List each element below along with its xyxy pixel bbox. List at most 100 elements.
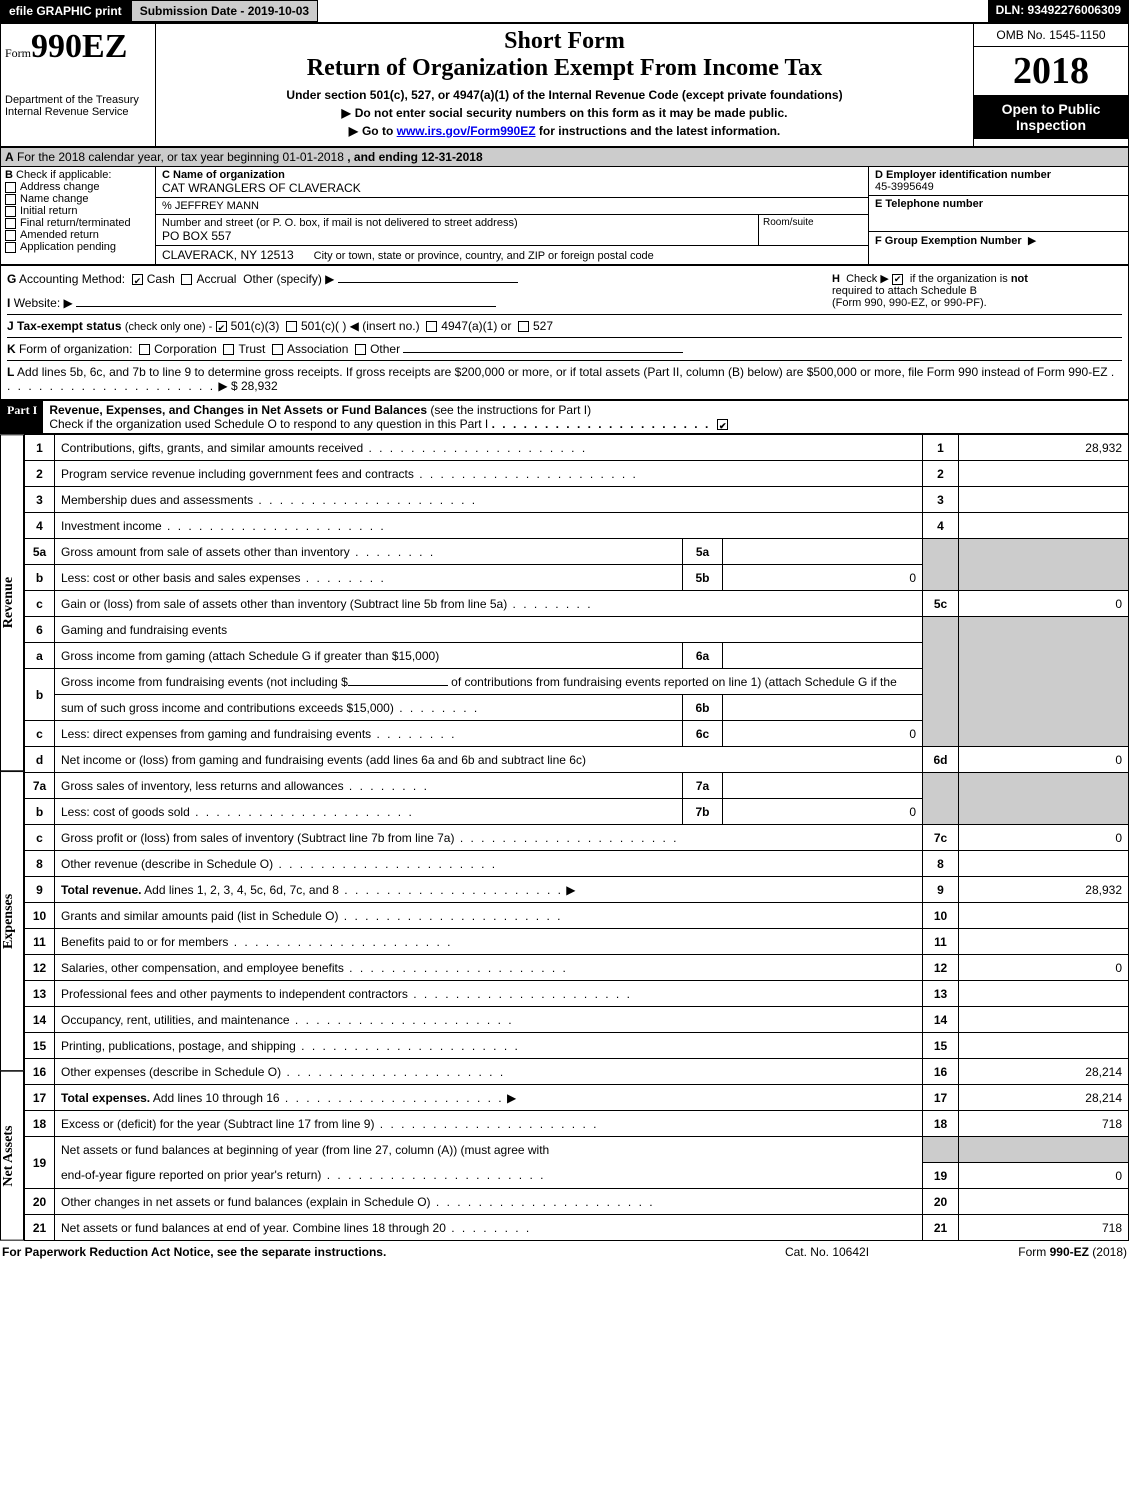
l6b-desc-mid: of contributions from fundraising events…: [451, 675, 897, 689]
b-label: Check if applicable:: [16, 169, 111, 181]
j-mid: (check only one) -: [125, 321, 212, 333]
short-form-title: Short Form: [164, 28, 965, 55]
check-other-org[interactable]: [355, 344, 366, 355]
line-j: J Tax-exempt status (check only one) - 5…: [7, 314, 1122, 333]
tax-year: 2018: [974, 47, 1128, 95]
dept-treasury: Department of the Treasury: [5, 94, 151, 106]
b-item-1: Name change: [20, 193, 89, 205]
k-label: Form of organization:: [19, 342, 132, 356]
line-7c: cGross profit or (loss) from sales of in…: [25, 825, 1129, 851]
k-other-input[interactable]: [403, 352, 683, 353]
check-4947[interactable]: [426, 321, 437, 332]
h-text4: (Form 990, 990-EZ, or 990-PF).: [832, 297, 987, 309]
line-i: I Website: ▶: [7, 296, 832, 310]
line-16: 16Other expenses (describe in Schedule O…: [25, 1059, 1129, 1085]
h-check-label: Check ▶: [846, 273, 889, 285]
check-501c[interactable]: [286, 321, 297, 332]
l1-val: 28,932: [959, 435, 1129, 461]
line-14: 14Occupancy, rent, utilities, and mainte…: [25, 1007, 1129, 1033]
org-name: CAT WRANGLERS OF CLAVERACK: [162, 181, 862, 195]
g-label: Accounting Method:: [19, 272, 125, 286]
form-prefix: Form: [5, 46, 31, 60]
website-input[interactable]: [76, 306, 496, 307]
footer-form-pre: Form: [1018, 1245, 1049, 1259]
form-number: Form990EZ: [5, 28, 151, 66]
ein-value: 45-3995649: [875, 181, 1122, 193]
l21-val: 718: [959, 1215, 1129, 1241]
line-k: K Form of organization: Corporation Trus…: [7, 337, 1122, 356]
section-f: F Group Exemption Number ▶: [869, 232, 1128, 249]
line-3: 3Membership dues and assessments3: [25, 487, 1129, 513]
check-corporation[interactable]: [139, 344, 150, 355]
open-public-2: Inspection: [978, 117, 1124, 133]
l6b-amount-input[interactable]: [348, 685, 448, 686]
check-527[interactable]: [518, 321, 529, 332]
line-7a: 7aGross sales of inventory, less returns…: [25, 773, 1129, 799]
check-cash[interactable]: [132, 274, 143, 285]
l-text: Add lines 5b, 6c, and 7b to line 9 to de…: [17, 365, 1108, 379]
check-schedule-o[interactable]: [717, 419, 728, 430]
check-initial-return[interactable]: Initial return: [5, 205, 151, 217]
e-label: E Telephone number: [875, 198, 983, 210]
l6d-desc: Net income or (loss) from gaming and fun…: [61, 753, 586, 767]
street-value: PO BOX 557: [162, 229, 752, 243]
top-bar: efile GRAPHIC print Submission Date - 20…: [0, 0, 1129, 23]
b-item-4: Amended return: [20, 229, 99, 241]
check-trust[interactable]: [223, 344, 234, 355]
l6-desc: Gaming and fundraising events: [55, 617, 923, 643]
line-a-end: , and ending 12-31-2018: [347, 150, 482, 164]
check-amended-return[interactable]: Amended return: [5, 229, 151, 241]
b-item-3: Final return/terminated: [20, 217, 131, 229]
ghijkl-block: G Accounting Method: Cash Accrual Other …: [0, 265, 1129, 400]
l18-val: 718: [959, 1111, 1129, 1137]
l16-val: 28,214: [959, 1059, 1129, 1085]
l4-desc: Investment income: [61, 519, 162, 533]
l7b-desc: Less: cost of goods sold: [61, 805, 190, 819]
dln-label: DLN: 93492276006309: [988, 0, 1129, 22]
line-21: 21Net assets or fund balances at end of …: [25, 1215, 1129, 1241]
irs-link[interactable]: www.irs.gov/Form990EZ: [397, 124, 536, 138]
street-label: Number and street (or P. O. box, if mail…: [162, 217, 752, 229]
check-accrual[interactable]: [181, 274, 192, 285]
l6d-val: 0: [959, 747, 1129, 773]
efile-print-button[interactable]: efile GRAPHIC print: [0, 0, 131, 22]
line-a-text: For the 2018 calendar year, or tax year …: [17, 150, 344, 164]
l20-desc: Other changes in net assets or fund bala…: [61, 1195, 431, 1209]
l19-val: 0: [959, 1163, 1129, 1189]
j-4947: 4947(a)(1) or: [441, 319, 511, 333]
h-not: not: [1011, 273, 1028, 285]
g-cash: Cash: [147, 272, 175, 286]
g-other-input[interactable]: [338, 282, 518, 283]
l6b-desc-pre: Gross income from fundraising events (no…: [61, 675, 348, 689]
l11-desc: Benefits paid to or for members: [61, 935, 228, 949]
l12-desc: Salaries, other compensation, and employ…: [61, 961, 344, 975]
warning-line: Do not enter social security numbers on …: [164, 106, 965, 120]
l14-desc: Occupancy, rent, utilities, and maintena…: [61, 1013, 290, 1027]
line-18: 18Excess or (deficit) for the year (Subt…: [25, 1111, 1129, 1137]
check-schedule-b[interactable]: [892, 274, 903, 285]
l6c-desc: Less: direct expenses from gaming and fu…: [61, 727, 371, 741]
l7c-val: 0: [959, 825, 1129, 851]
c-label: C Name of organization: [162, 169, 285, 181]
check-application-pending[interactable]: Application pending: [5, 241, 151, 253]
l16-desc: Other expenses (describe in Schedule O): [61, 1065, 281, 1079]
l19-desc2: end-of-year figure reported on prior yea…: [61, 1168, 321, 1182]
check-name-change[interactable]: Name change: [5, 193, 151, 205]
check-501c3[interactable]: [216, 321, 227, 332]
b-item-2: Initial return: [20, 205, 77, 217]
expenses-vlabel: Expenses: [0, 771, 24, 1071]
j-insert: (insert no.): [362, 319, 419, 333]
check-final-return[interactable]: Final return/terminated: [5, 217, 151, 229]
l3-desc: Membership dues and assessments: [61, 493, 253, 507]
street-row: Number and street (or P. O. box, if mail…: [156, 215, 868, 246]
city-label: City or town, state or province, country…: [314, 250, 654, 262]
check-address-change[interactable]: Address change: [5, 181, 151, 193]
irs-label: Internal Revenue Service: [5, 106, 151, 118]
lines-table: 1Contributions, gifts, grants, and simil…: [24, 434, 1129, 1241]
city-row: CLAVERACK, NY 12513 City or town, state …: [156, 246, 868, 264]
k-trust: Trust: [238, 342, 265, 356]
check-association[interactable]: [272, 344, 283, 355]
open-public-badge: Open to Public Inspection: [974, 95, 1128, 139]
line-g: G Accounting Method: Cash Accrual Other …: [7, 272, 832, 286]
part1-header-row: Part I Revenue, Expenses, and Changes in…: [0, 400, 1129, 434]
